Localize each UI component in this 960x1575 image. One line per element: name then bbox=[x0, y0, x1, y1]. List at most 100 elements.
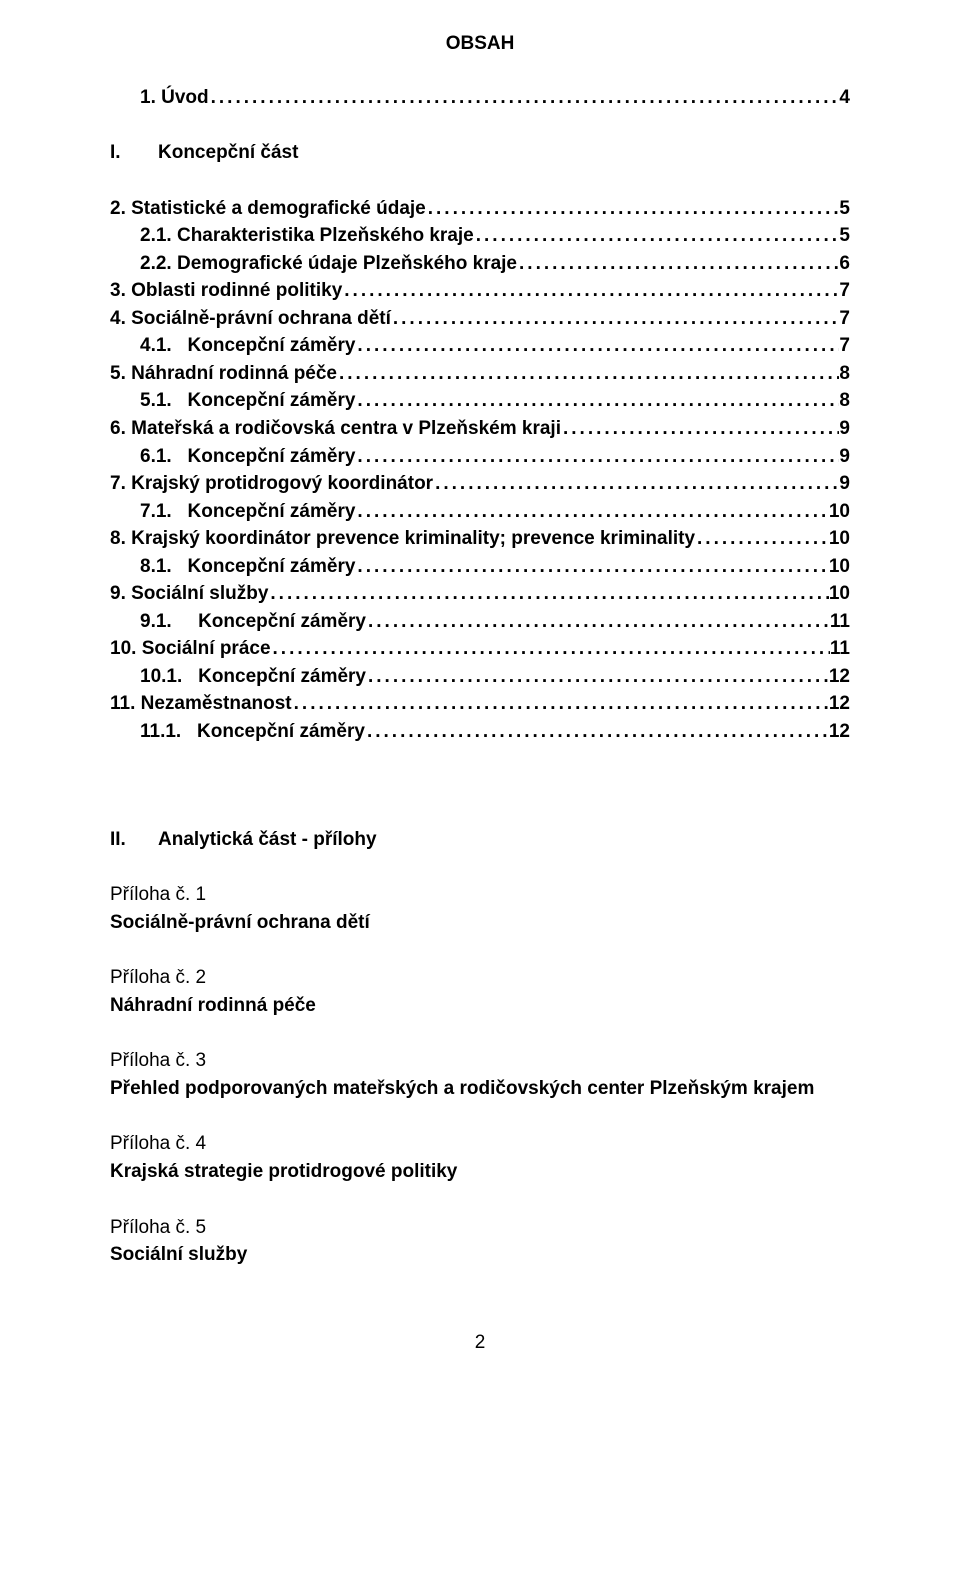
attachment-title: Sociálně-právní ochrana dětí bbox=[110, 909, 850, 937]
toc-label: 2.1. Charakteristika Plzeňského kraje bbox=[140, 222, 474, 250]
section-heading: Analytická část - přílohy bbox=[158, 826, 377, 854]
toc-leader bbox=[561, 415, 839, 443]
section-part-1: I. Koncepční část bbox=[110, 139, 850, 167]
toc-page: 5 bbox=[839, 222, 850, 250]
toc-leader bbox=[355, 332, 839, 360]
toc-label: 6.1. Koncepční záměry bbox=[140, 443, 355, 471]
toc-page: 10 bbox=[829, 553, 850, 581]
toc-label: 4. Sociálně-právní ochrana dětí bbox=[110, 305, 391, 333]
attachment-label: Příloha č. 5 bbox=[110, 1214, 850, 1242]
toc-leader bbox=[365, 718, 829, 746]
toc-leader bbox=[337, 360, 839, 388]
toc-label: 2.2. Demografické údaje Plzeňského kraje bbox=[140, 250, 517, 278]
toc-label: 4.1. Koncepční záměry bbox=[140, 332, 355, 360]
toc-page: 10 bbox=[829, 498, 850, 526]
toc-leader bbox=[366, 608, 830, 636]
toc-label: 8. Krajský koordinátor prevence kriminal… bbox=[110, 525, 695, 553]
toc-row: 6. Mateřská a rodičovská centra v Plzeňs… bbox=[110, 415, 850, 443]
toc-row: 8.1. Koncepční záměry 10 bbox=[110, 553, 850, 581]
toc-leader bbox=[292, 690, 829, 718]
attachment-item: Příloha č. 3Přehled podporovaných mateřs… bbox=[110, 1047, 850, 1102]
toc-row: 3. Oblasti rodinné politiky 7 bbox=[110, 277, 850, 305]
toc-leader bbox=[391, 305, 840, 333]
toc-label: 9. Sociální služby bbox=[110, 580, 268, 608]
attachment-item: Příloha č. 5Sociální služby bbox=[110, 1214, 850, 1269]
attachment-title: Krajská strategie protidrogové politiky bbox=[110, 1158, 850, 1186]
toc-page: 7 bbox=[839, 277, 850, 305]
toc-page: 9 bbox=[839, 470, 850, 498]
toc-row: 11.1. Koncepční záměry 12 bbox=[110, 718, 850, 746]
toc-label: 8.1. Koncepční záměry bbox=[140, 553, 355, 581]
toc-row: 2.2. Demografické údaje Plzeňského kraje… bbox=[110, 250, 850, 278]
toc-page: 10 bbox=[829, 525, 850, 553]
toc-page: 9 bbox=[839, 443, 850, 471]
toc-row: 10. Sociální práce 11 bbox=[110, 635, 850, 663]
toc-page: 10 bbox=[829, 580, 850, 608]
toc-row: 8. Krajský koordinátor prevence kriminal… bbox=[110, 525, 850, 553]
toc-label: 7. Krajský protidrogový koordinátor bbox=[110, 470, 433, 498]
toc-row: 7.1. Koncepční záměry 10 bbox=[110, 498, 850, 526]
toc-leader bbox=[209, 84, 840, 112]
roman-numeral: II. bbox=[110, 826, 158, 854]
toc-page: 7 bbox=[839, 305, 850, 333]
toc-leader bbox=[695, 525, 829, 553]
toc-page: 11 bbox=[830, 635, 850, 663]
toc-leader bbox=[271, 635, 830, 663]
toc-row: 10.1. Koncepční záměry12 bbox=[110, 663, 850, 691]
toc-row: 7. Krajský protidrogový koordinátor 9 bbox=[110, 470, 850, 498]
toc-page: 12 bbox=[829, 718, 850, 746]
toc-label: 5. Náhradní rodinná péče bbox=[110, 360, 337, 388]
toc-label: 11.1. Koncepční záměry bbox=[140, 718, 365, 746]
toc-row: 2. Statistické a demografické údaje 5 bbox=[110, 195, 850, 223]
toc-row: 9.1. Koncepční záměry 11 bbox=[110, 608, 850, 636]
attachment-item: Příloha č. 1Sociálně-právní ochrana dětí bbox=[110, 881, 850, 936]
toc-label: 11. Nezaměstnanost bbox=[110, 690, 292, 718]
toc-leader bbox=[355, 443, 839, 471]
toc-leader bbox=[355, 553, 828, 581]
toc-leader bbox=[355, 498, 828, 526]
toc-row: 2.1. Charakteristika Plzeňského kraje 5 bbox=[110, 222, 850, 250]
toc-page: 12 bbox=[829, 690, 850, 718]
page-title: OBSAH bbox=[110, 30, 850, 58]
attachment-label: Příloha č. 1 bbox=[110, 881, 850, 909]
toc-leader bbox=[433, 470, 839, 498]
toc-leader bbox=[342, 277, 839, 305]
toc-page: 12 bbox=[829, 663, 850, 691]
attachments-list: Příloha č. 1Sociálně-právní ochrana dětí… bbox=[110, 881, 850, 1268]
toc-row: 9. Sociální služby 10 bbox=[110, 580, 850, 608]
toc-page: 6 bbox=[839, 250, 850, 278]
toc-leader bbox=[426, 195, 840, 223]
page-number: 2 bbox=[110, 1329, 850, 1357]
attachment-title: Sociální služby bbox=[110, 1241, 850, 1269]
toc-label: 1. Úvod bbox=[140, 84, 209, 112]
toc-row: 4. Sociálně-právní ochrana dětí 7 bbox=[110, 305, 850, 333]
toc-label: 2. Statistické a demografické údaje bbox=[110, 195, 426, 223]
toc-leader bbox=[366, 663, 829, 691]
toc-row: 5.1. Koncepční záměry 8 bbox=[110, 387, 850, 415]
toc-leader bbox=[268, 580, 828, 608]
toc-row: 11. Nezaměstnanost 12 bbox=[110, 690, 850, 718]
roman-numeral: I. bbox=[110, 139, 158, 167]
toc-leader bbox=[517, 250, 839, 278]
section-part-2: II. Analytická část - přílohy bbox=[110, 826, 850, 854]
toc-label: 9.1. Koncepční záměry bbox=[140, 608, 366, 636]
toc-page: 11 bbox=[830, 608, 850, 636]
toc-row: 5. Náhradní rodinná péče 8 bbox=[110, 360, 850, 388]
attachment-title: Náhradní rodinná péče bbox=[110, 992, 850, 1020]
attachment-title: Přehled podporovaných mateřských a rodič… bbox=[110, 1075, 850, 1103]
toc-page: 9 bbox=[839, 415, 850, 443]
toc-row: 6.1. Koncepční záměry 9 bbox=[110, 443, 850, 471]
toc-label: 5.1. Koncepční záměry bbox=[140, 387, 355, 415]
toc-label: 6. Mateřská a rodičovská centra v Plzeňs… bbox=[110, 415, 561, 443]
attachment-label: Příloha č. 4 bbox=[110, 1130, 850, 1158]
toc-list: 2. Statistické a demografické údaje52.1.… bbox=[110, 195, 850, 746]
toc-leader bbox=[474, 222, 840, 250]
toc-label: 7.1. Koncepční záměry bbox=[140, 498, 355, 526]
toc-page: 8 bbox=[839, 387, 850, 415]
toc-page: 8 bbox=[839, 360, 850, 388]
toc-label: 3. Oblasti rodinné politiky bbox=[110, 277, 342, 305]
toc-page: 5 bbox=[839, 195, 850, 223]
toc-row: 4.1. Koncepční záměry7 bbox=[110, 332, 850, 360]
attachment-label: Příloha č. 3 bbox=[110, 1047, 850, 1075]
attachment-label: Příloha č. 2 bbox=[110, 964, 850, 992]
